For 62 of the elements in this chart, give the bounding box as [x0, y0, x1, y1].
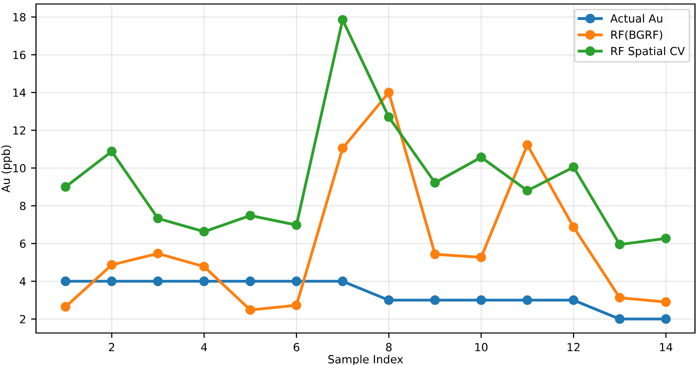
y-tick-label: 10	[13, 164, 26, 172]
point	[292, 276, 302, 286]
point	[199, 226, 209, 236]
point	[522, 140, 532, 150]
point	[522, 295, 532, 306]
point	[430, 295, 440, 306]
point	[338, 276, 348, 286]
y-tick-label: 12	[13, 126, 26, 134]
point	[292, 220, 302, 230]
point	[384, 295, 394, 306]
point	[245, 210, 256, 220]
point	[522, 186, 532, 196]
point	[476, 252, 486, 262]
point	[153, 214, 163, 224]
point	[661, 234, 671, 244]
y-tick-label: 14	[13, 88, 26, 97]
point	[245, 276, 256, 286]
point	[430, 178, 440, 188]
y-tick-label: 4	[20, 277, 26, 286]
x-tick-label: 12	[568, 342, 580, 352]
x-tick-label: 6	[294, 342, 300, 352]
point	[153, 276, 163, 286]
legend-label: RF(BGRF)	[611, 30, 662, 40]
point	[292, 300, 302, 310]
point	[614, 314, 625, 324]
y-tick-label: 2	[20, 315, 26, 324]
point	[60, 302, 70, 312]
legend-label: RF Spatial CV	[611, 46, 685, 58]
x-tick-label: 14	[660, 343, 672, 352]
x-tick-label: 4	[201, 343, 208, 352]
x-tick-label: 10	[475, 342, 488, 352]
point	[199, 276, 209, 286]
y-tick-label: 6	[20, 240, 26, 248]
point	[60, 182, 70, 192]
point	[338, 143, 348, 154]
point	[661, 314, 671, 324]
point	[245, 305, 256, 315]
y-tick-label: 18	[13, 13, 26, 22]
point	[614, 292, 625, 303]
point	[384, 88, 394, 98]
point	[153, 248, 163, 258]
point	[338, 14, 348, 25]
point	[568, 295, 578, 306]
x-tick-label: 8	[386, 342, 392, 352]
point	[106, 260, 117, 270]
point	[476, 152, 486, 162]
point	[430, 249, 440, 260]
point	[614, 240, 625, 250]
point	[199, 262, 209, 272]
y-tick-label: 16	[13, 50, 26, 60]
point	[106, 146, 117, 156]
point	[106, 276, 117, 286]
point	[384, 112, 394, 122]
y-axis-title: Au (ppb)	[1, 145, 12, 192]
y-tick-label: 8	[20, 202, 26, 210]
legend-label: Actual Au	[610, 14, 662, 23]
point	[661, 297, 671, 307]
point	[476, 295, 486, 306]
x-tick-label: 2	[109, 342, 114, 352]
point	[568, 162, 578, 172]
point	[568, 222, 578, 232]
point	[60, 276, 70, 286]
